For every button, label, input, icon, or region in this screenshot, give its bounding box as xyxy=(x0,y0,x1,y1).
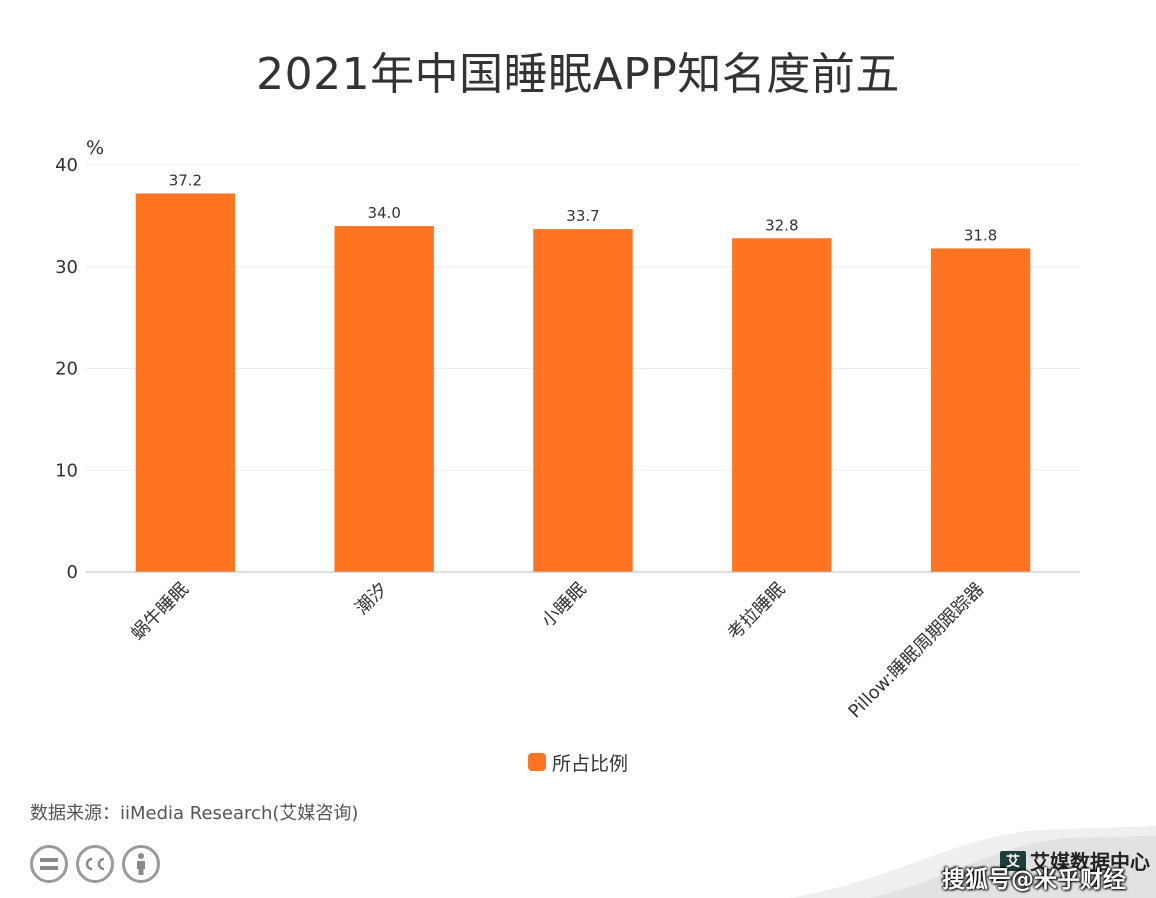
watermark: 搜狐号@米乎财经 xyxy=(942,867,1126,893)
cc-nd-icon xyxy=(30,845,68,883)
bar-chart: % 0 10 20 30 40 37.2 34.0 33.7 32.8 31.8 蜗牛睡眠 潮汐 小… xyxy=(55,137,1080,723)
cc-icon xyxy=(76,845,114,883)
legend-label: 所占比例 xyxy=(552,752,629,775)
bars xyxy=(135,193,1031,573)
data-label: 32.8 xyxy=(765,216,798,234)
bar[interactable] xyxy=(533,229,633,573)
bar[interactable] xyxy=(135,193,236,573)
y-tick-label: 10 xyxy=(55,460,78,481)
legend[interactable]: 所占比例 xyxy=(528,750,629,775)
y-tick-label: 0 xyxy=(67,562,78,583)
bar[interactable] xyxy=(732,238,832,572)
data-label: 34.0 xyxy=(367,204,400,222)
data-labels: 37.2 34.0 33.7 32.8 31.8 xyxy=(169,171,998,244)
data-label: 33.7 xyxy=(566,207,599,225)
license-icons xyxy=(30,845,160,883)
bar[interactable] xyxy=(930,248,1031,572)
y-axis-ticks: 0 10 20 30 40 xyxy=(55,155,78,583)
y-tick-label: 20 xyxy=(55,359,78,380)
brand-logo-icon: 艾 xyxy=(1000,850,1026,871)
bar[interactable] xyxy=(334,226,434,573)
y-tick-label: 40 xyxy=(55,155,78,176)
x-tick-label: Pillow:睡眠周期跟踪器 xyxy=(844,579,988,723)
brand-name: 艾媒数据中心 xyxy=(1030,850,1150,874)
data-label: 37.2 xyxy=(169,171,202,189)
x-axis-ticks: 蜗牛睡眠 潮汐 小睡眠 考拉睡眠 Pillow:睡眠周期跟踪器 xyxy=(127,579,988,723)
x-tick-label: 考拉睡眠 xyxy=(724,579,790,645)
y-axis-unit: % xyxy=(86,137,104,159)
y-tick-label: 30 xyxy=(55,257,78,278)
x-tick-label: 小睡眠 xyxy=(538,579,591,632)
brand-mark: 艾 艾媒数据中心 xyxy=(1000,846,1150,875)
data-label: 31.8 xyxy=(964,226,997,244)
x-tick-label: 潮汐 xyxy=(351,579,391,619)
source-note: 数据来源：iiMedia Research(艾媒咨询) xyxy=(30,803,359,824)
x-tick-label: 蜗牛睡眠 xyxy=(127,579,193,645)
legend-swatch xyxy=(528,753,546,771)
chart-title: 2021年中国睡眠APP知名度前五 xyxy=(256,49,900,100)
cc-by-icon xyxy=(122,845,160,883)
